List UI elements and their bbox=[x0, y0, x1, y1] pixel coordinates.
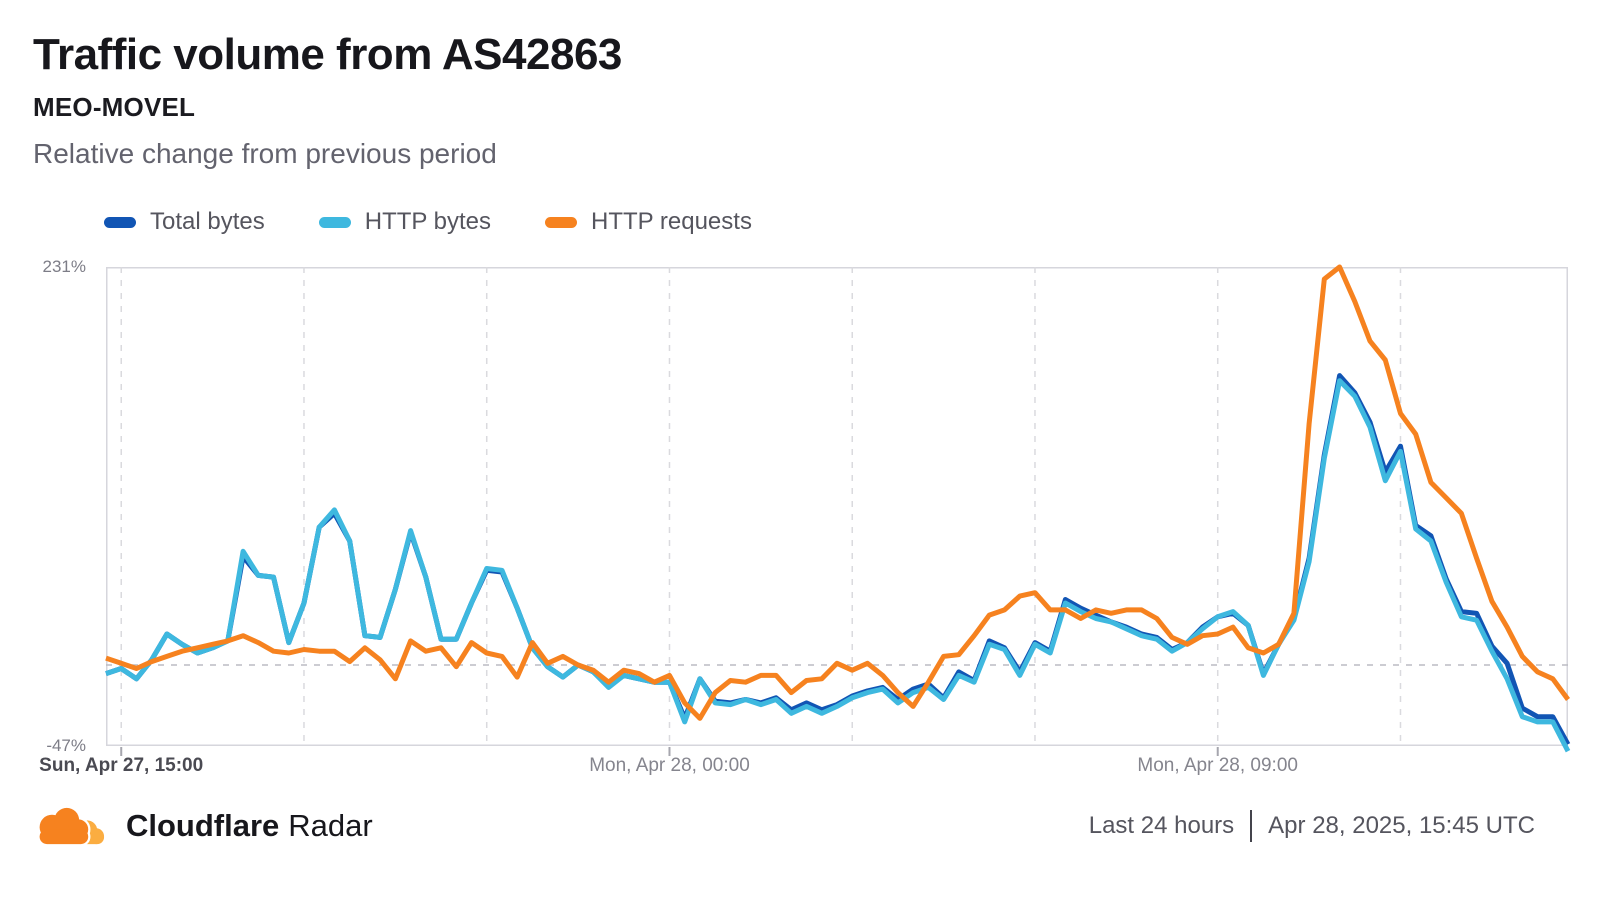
legend-swatch-http-bytes bbox=[318, 216, 351, 228]
chart-plot-area[interactable] bbox=[105, 264, 1571, 756]
chart-svg[interactable] bbox=[105, 264, 1571, 756]
series-line-http-bytes[interactable] bbox=[105, 378, 1571, 753]
x-axis-labels: Sun, Apr 27, 15:00 Mon, Apr 28, 00:00 Mon,… bbox=[39, 755, 1568, 785]
separator-bar bbox=[1250, 810, 1253, 842]
x-axis-label-mon-apr-28-09-00: Mon, Apr 28, 09:00 bbox=[1137, 755, 1298, 776]
legend-label-total-bytes: Total bytes bbox=[150, 208, 265, 235]
series-line-http-requests[interactable] bbox=[105, 264, 1571, 721]
chart-description: Relative change from previous period bbox=[33, 138, 497, 169]
cloudflare-logo-icon bbox=[37, 805, 105, 847]
legend-swatch-total-bytes bbox=[104, 216, 136, 228]
legend-label-http-requests: HTTP requests bbox=[591, 208, 752, 235]
brand-name-regular: Radar bbox=[288, 808, 373, 843]
asn-name: MEO-MOVEL bbox=[33, 92, 196, 122]
plot-border bbox=[106, 267, 1568, 746]
legend-item-http-bytes[interactable]: HTTP bytes bbox=[318, 208, 491, 236]
brand-name-bold: Cloudflare bbox=[126, 808, 280, 843]
date-range-label: Last 24 hours bbox=[1088, 812, 1235, 839]
page-title: Traffic volume from AS42863 bbox=[33, 30, 622, 79]
y-axis-label-min: -47% bbox=[46, 736, 86, 755]
legend-label-http-bytes: HTTP bytes bbox=[364, 208, 491, 235]
legend-swatch-http-requests bbox=[545, 216, 577, 228]
brand-text: Cloudflare Radar bbox=[126, 808, 373, 844]
legend-item-total-bytes[interactable]: Total bytes bbox=[104, 208, 265, 236]
series-line-total-bytes[interactable] bbox=[105, 373, 1571, 746]
timestamp-label: Apr 28, 2025, 15:45 UTC bbox=[1268, 812, 1535, 839]
x-axis-label-sun-apr-27-15-00: Sun, Apr 27, 15:00 bbox=[39, 755, 204, 776]
chart-legend: Total bytes HTTP bytes HTTP requests bbox=[104, 208, 752, 236]
brand[interactable]: Cloudflare Radar bbox=[30, 800, 373, 852]
footer-meta: Last 24 hours Apr 28, 2025, 15:45 UTC bbox=[1089, 810, 1535, 842]
y-axis-label-max: 231% bbox=[42, 257, 86, 276]
x-axis-label-mon-apr-28-00-00: Mon, Apr 28, 00:00 bbox=[589, 755, 750, 776]
legend-item-http-requests[interactable]: HTTP requests bbox=[545, 208, 752, 236]
